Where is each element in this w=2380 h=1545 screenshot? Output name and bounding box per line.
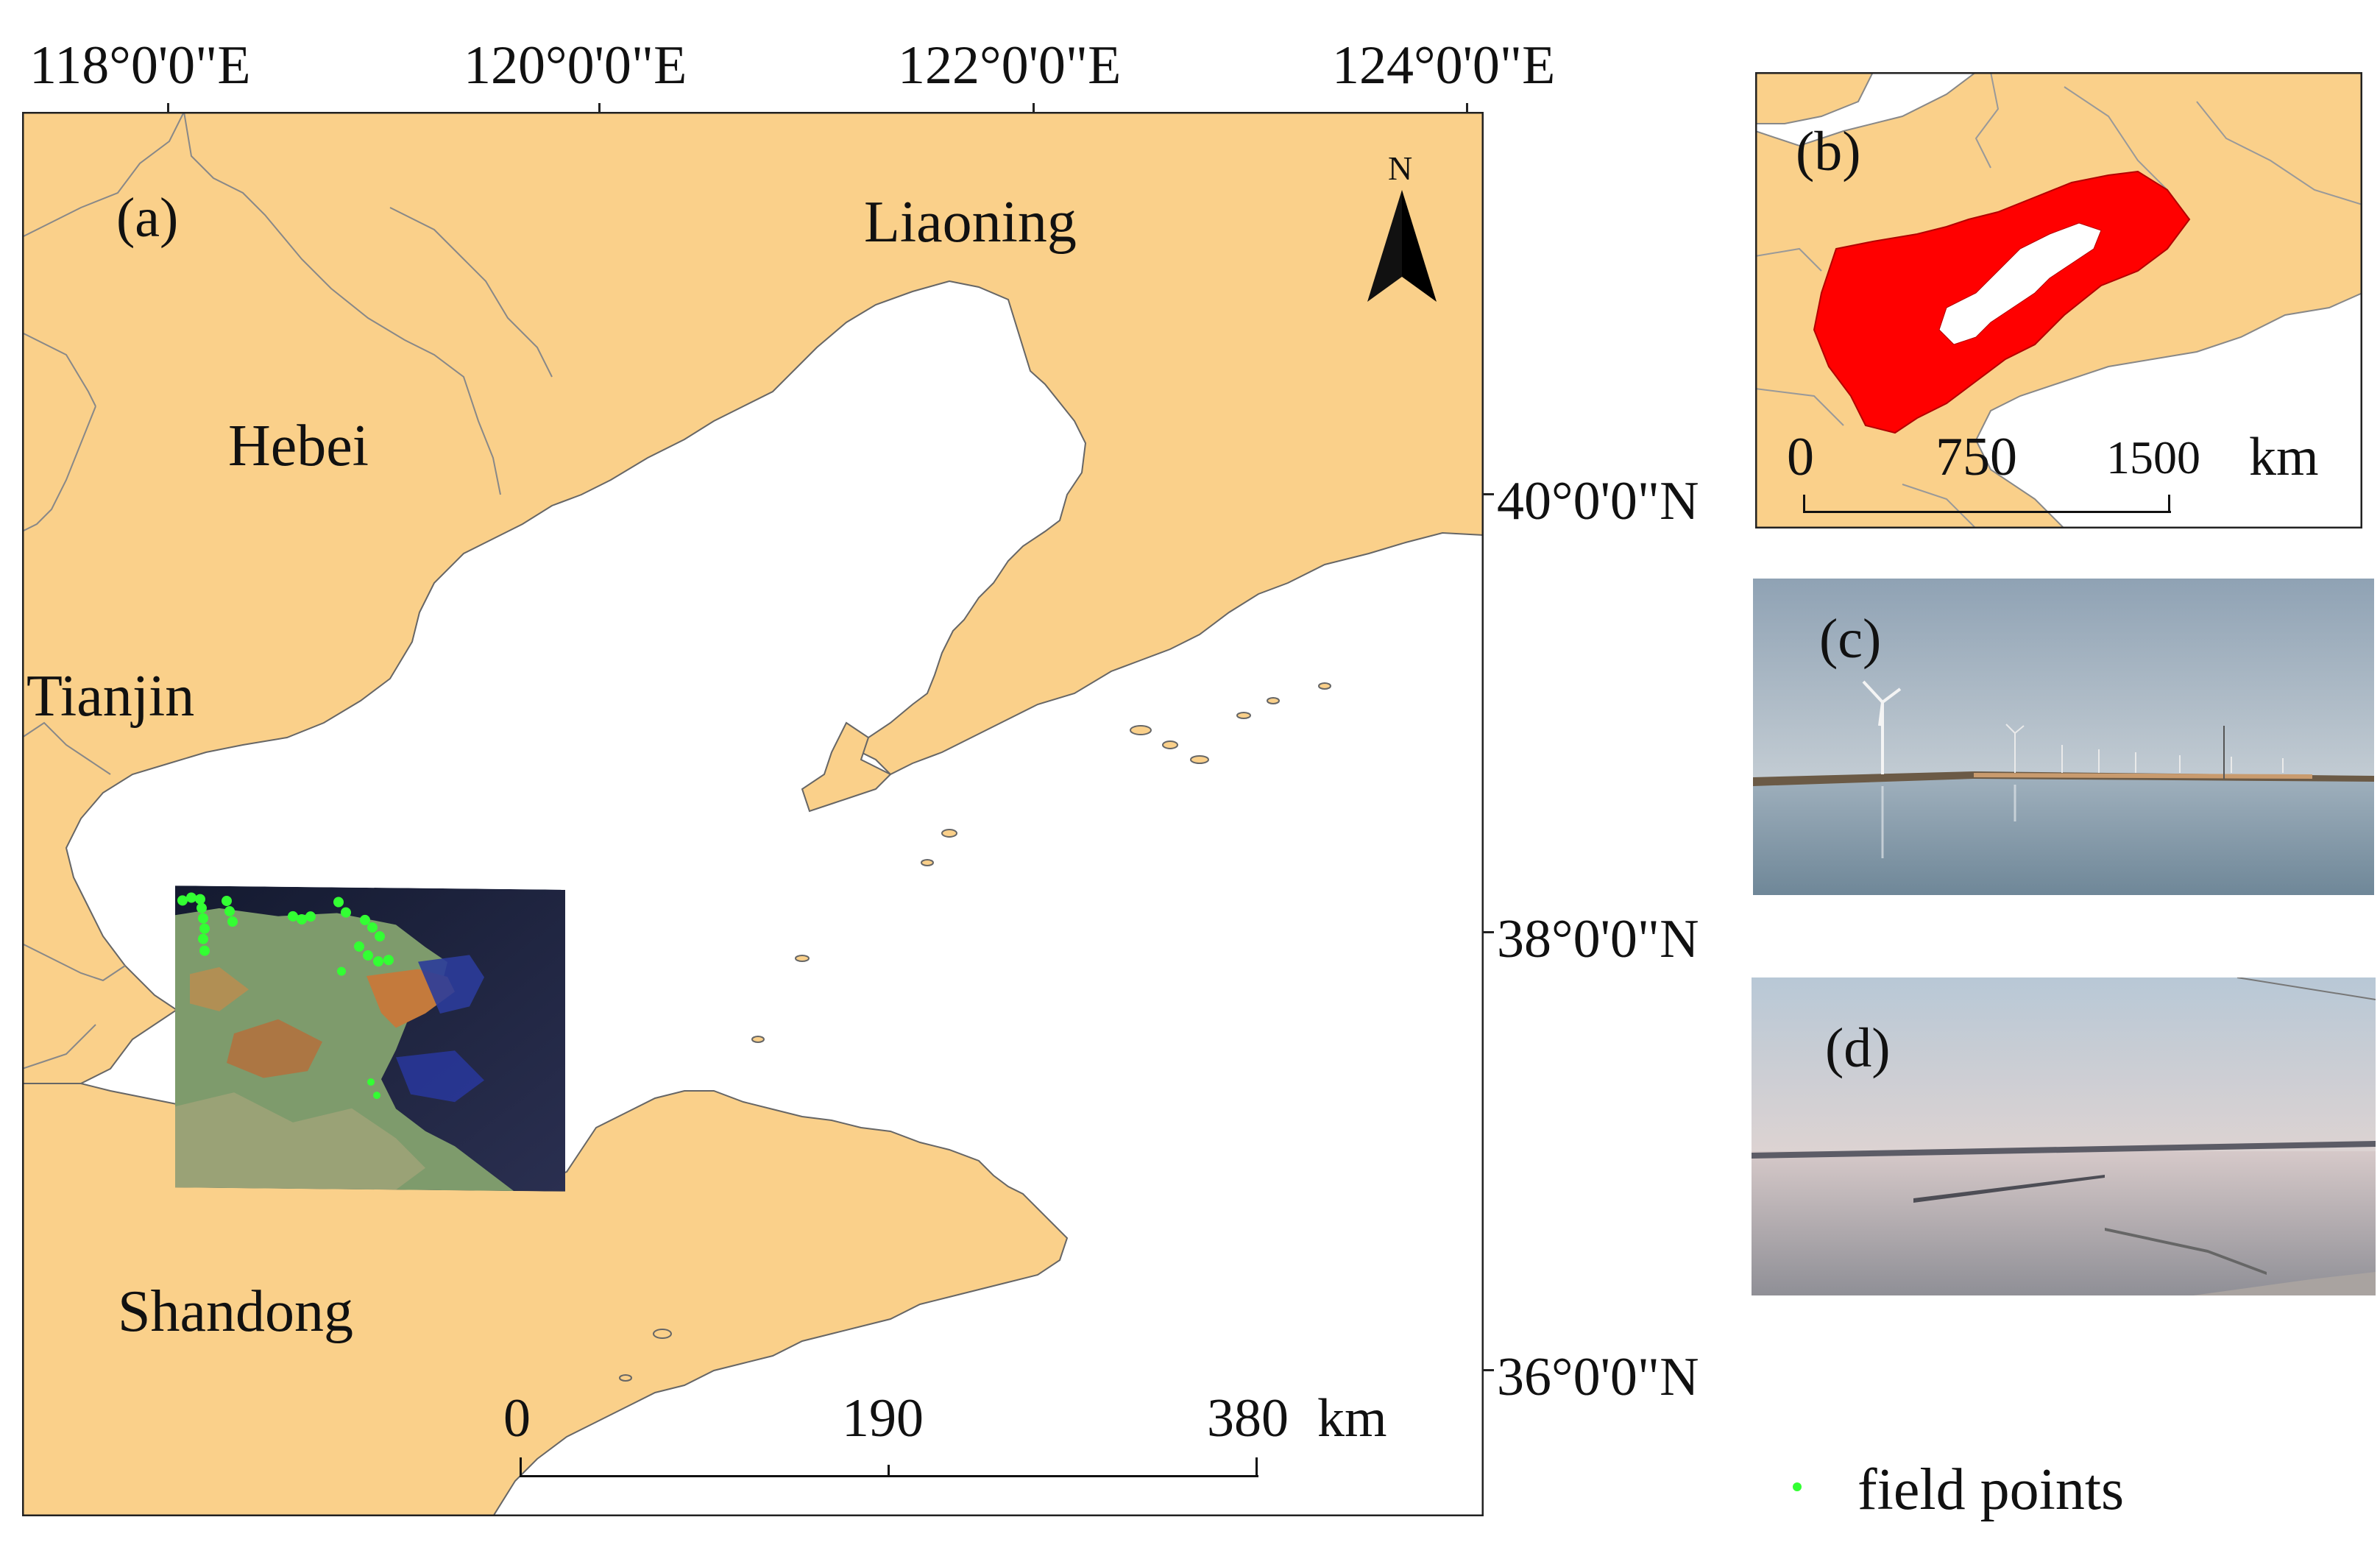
scale-a-end: 380 — [1207, 1388, 1289, 1449]
scale-a-mid: 190 — [842, 1388, 924, 1449]
panel-a-map — [22, 112, 1484, 1516]
north-arrow-icon — [1367, 190, 1437, 302]
scale-bar-b — [1803, 495, 2171, 517]
satellite-image — [175, 885, 565, 1192]
region-label-shandong: Shandong — [118, 1279, 353, 1344]
panel-c-photo-svg — [1753, 579, 2374, 895]
north-arrow: N — [1361, 152, 1442, 306]
province-borders — [22, 112, 553, 1070]
scale-b-unit: km — [2249, 427, 2319, 487]
scale-b-mid: 750 — [1935, 427, 2017, 487]
legend-field-points-label: field points — [1857, 1457, 2125, 1522]
lon-tick-1 — [167, 103, 169, 113]
panel-c-label: (c) — [1819, 608, 1882, 670]
panel-a-label: (a) — [116, 187, 179, 249]
land-liaodong — [801, 721, 892, 813]
longitude-label-124: 124°0'0"E — [1332, 35, 1556, 96]
scale-a-zero: 0 — [503, 1388, 531, 1449]
panel-d-photo — [1752, 977, 2376, 1295]
panel-b-map-svg — [1755, 72, 2362, 528]
scale-b-end: 1500 — [2106, 431, 2200, 484]
lat-tick-2 — [1484, 931, 1494, 933]
latitude-label-40: 40°0'0"N — [1497, 471, 1699, 531]
islands — [619, 682, 1331, 1382]
region-label-tianjin: Tianjin — [26, 664, 195, 729]
lon-tick-4 — [1466, 103, 1468, 113]
region-label-liaoning: Liaoning — [864, 190, 1077, 255]
region-label-hebei: Hebei — [228, 414, 369, 478]
scale-b-zero: 0 — [1787, 427, 1814, 487]
latitude-label-38: 38°0'0"N — [1497, 909, 1699, 969]
panel-b-map — [1755, 72, 2362, 528]
scale-a-unit: km — [1317, 1388, 1387, 1449]
panel-a-map-svg — [22, 112, 1484, 1516]
longitude-label-120: 120°0'0"E — [464, 35, 687, 96]
panel-b-label: (b) — [1796, 121, 1861, 183]
land-north — [22, 112, 1484, 1084]
latitude-label-36: 36°0'0"N — [1497, 1347, 1699, 1407]
bohai-sea — [1938, 222, 2102, 345]
lat-tick-1 — [1484, 493, 1494, 495]
longitude-label-118: 118°0'0"E — [29, 35, 251, 96]
north-arrow-letter: N — [1388, 149, 1413, 187]
panel-d-label: (d) — [1825, 1017, 1891, 1079]
scale-bar-a — [520, 1457, 1258, 1479]
panel-d-photo-svg — [1752, 977, 2376, 1295]
panel-c-photo — [1753, 579, 2374, 895]
satellite-image-svg — [175, 885, 565, 1192]
map-frame — [22, 112, 1484, 1516]
lat-tick-3 — [1484, 1369, 1494, 1371]
lon-tick-3 — [1033, 103, 1035, 113]
longitude-label-122: 122°0'0"E — [898, 35, 1122, 96]
field-points — [177, 892, 394, 1100]
legend-field-points-marker — [1793, 1482, 1802, 1491]
lon-tick-2 — [598, 103, 601, 113]
